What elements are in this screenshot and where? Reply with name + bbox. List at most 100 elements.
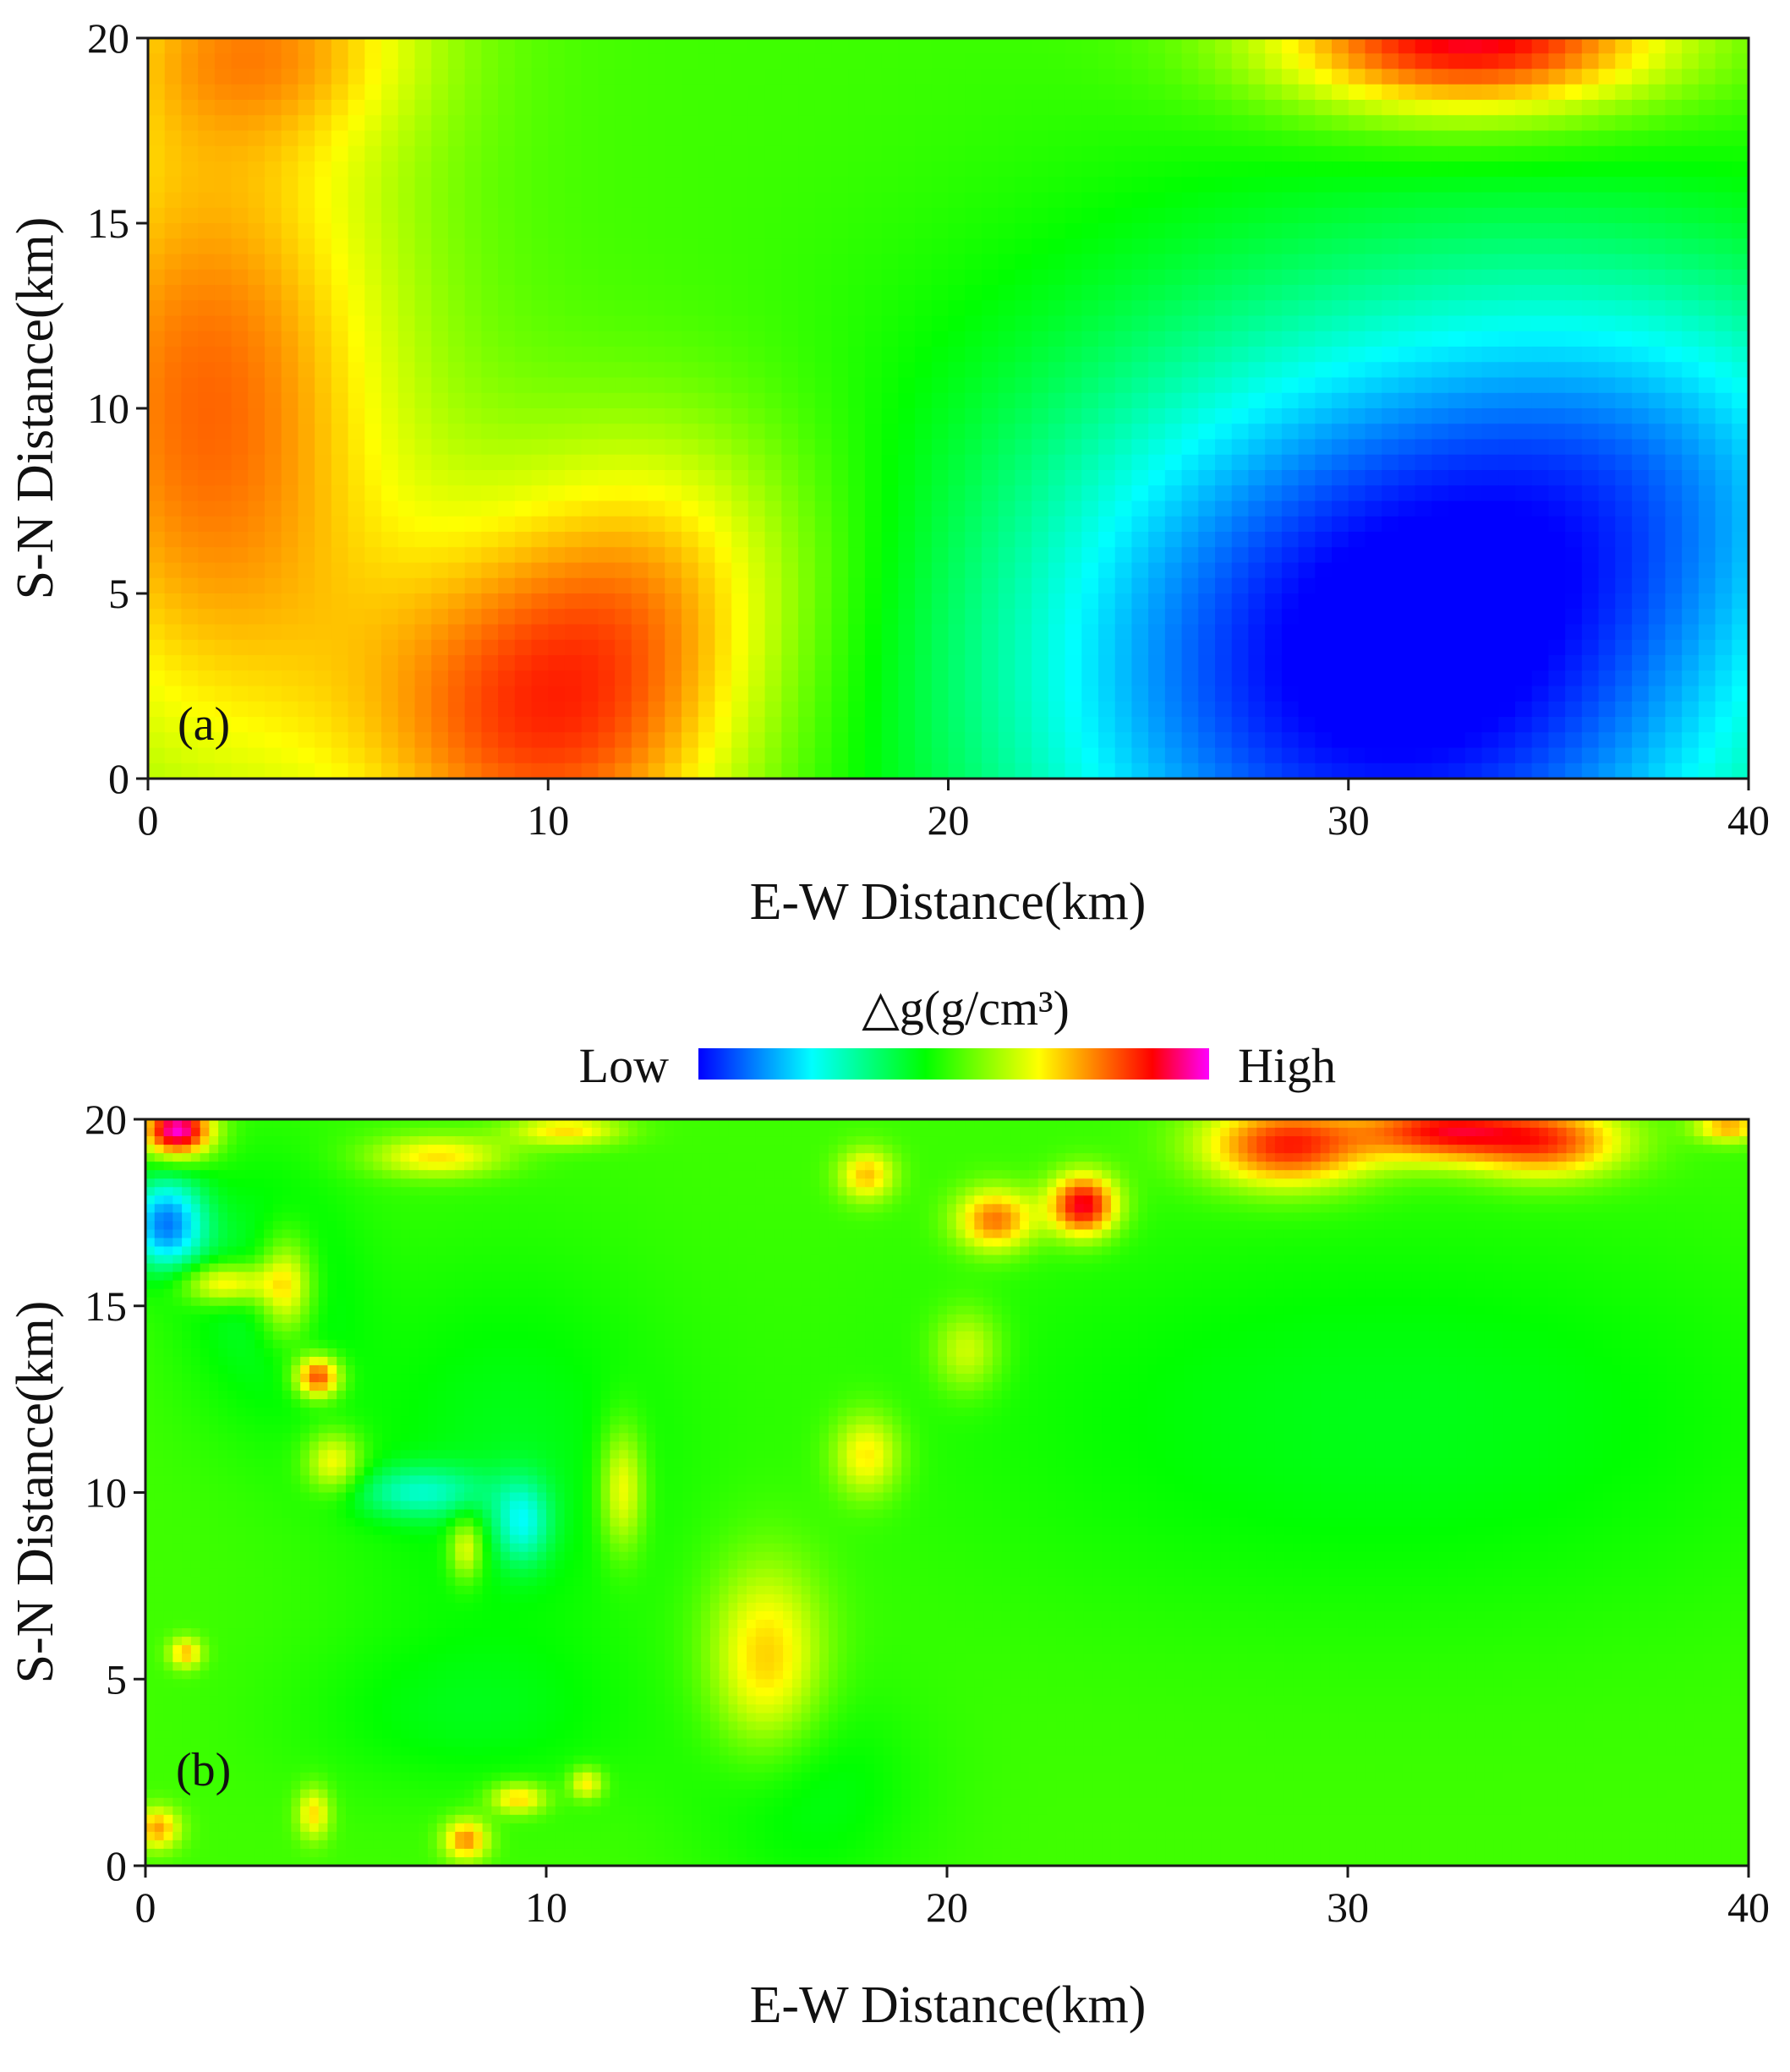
heatmap-cell-a (682, 485, 699, 502)
heatmap-cell-a (1431, 701, 1449, 718)
heatmap-cell-a (1398, 377, 1416, 394)
heatmap-cell-a (1048, 68, 1066, 85)
heatmap-cell-a (1665, 38, 1683, 54)
heatmap-cell-a (714, 269, 732, 286)
heatmap-cell-a (764, 609, 782, 626)
heatmap-cell-a (1148, 285, 1166, 301)
heatmap-cell-a (1148, 331, 1166, 347)
heatmap-cell-a (447, 177, 466, 194)
heatmap-cell-a (1365, 500, 1382, 517)
heatmap-cell-a (965, 670, 983, 687)
heatmap-cell-a (1698, 439, 1716, 456)
heatmap-cell-a (814, 377, 833, 394)
heatmap-cell-a (898, 547, 916, 564)
heatmap-cell-a (915, 424, 933, 440)
heatmap-cell-a (481, 639, 499, 656)
heatmap-cell-a (1431, 177, 1449, 194)
heatmap-cell-a (1098, 624, 1116, 641)
heatmap-cell-a (364, 100, 382, 116)
heatmap-cell-a (447, 424, 466, 440)
heatmap-cell-a (164, 192, 183, 209)
heatmap-cell-b (1147, 1128, 1158, 1137)
heatmap-cell-a (564, 624, 583, 641)
heatmap-cell-a (1215, 593, 1233, 610)
heatmap-cell-a (198, 717, 216, 733)
heatmap-cell-a (781, 100, 799, 116)
heatmap-cell-a (198, 408, 216, 424)
heatmap-cell-a (631, 53, 649, 70)
heatmap-cell-a (498, 686, 516, 703)
heatmap-cell-a (848, 285, 866, 301)
heatmap-cell-a (1315, 670, 1333, 687)
heatmap-cell-a (764, 285, 782, 301)
heatmap-cell-a (965, 747, 983, 764)
heatmap-cell-a (1098, 516, 1116, 533)
heatmap-cell-a (164, 763, 183, 779)
heatmap-cell-a (814, 547, 833, 564)
heatmap-cell-a (898, 285, 916, 301)
heatmap-cell-a (498, 655, 516, 671)
heatmap-cell-a (298, 285, 315, 301)
heatmap-cell-a (1665, 285, 1683, 301)
heatmap-cell-a (781, 115, 799, 132)
heatmap-cell-a (431, 624, 449, 641)
heatmap-cell-a (881, 315, 899, 332)
heatmap-cell-a (1565, 38, 1583, 54)
heatmap-cell-a (214, 717, 233, 733)
heatmap-cell-a (665, 500, 682, 517)
x-tick-label-a: 0 (138, 796, 159, 844)
heatmap-cell-a (1431, 254, 1449, 271)
heatmap-cell-a (864, 763, 883, 779)
heatmap-cell-a (682, 254, 699, 271)
heatmap-cell-a (615, 701, 632, 718)
heatmap-cell-a (931, 362, 950, 379)
heatmap-cell-a (1332, 547, 1349, 564)
heatmap-cell-a (631, 100, 649, 116)
heatmap-cell-b (1585, 1128, 1595, 1137)
heatmap-cell-a (1114, 362, 1133, 379)
heatmap-cell-a (814, 100, 833, 116)
heatmap-cell-a (265, 717, 282, 733)
heatmap-cell-b (791, 1128, 802, 1137)
heatmap-cell-a (931, 38, 950, 54)
heatmap-cell-a (915, 686, 933, 703)
heatmap-cell-a (981, 192, 999, 209)
heatmap-cell-a (265, 68, 282, 85)
heatmap-cell-a (381, 223, 399, 239)
heatmap-cell-b (728, 1128, 738, 1137)
heatmap-cell-a (397, 655, 416, 671)
heatmap-cell-a (414, 347, 432, 363)
heatmap-cell-a (581, 315, 599, 332)
heatmap-cell-a (1665, 686, 1683, 703)
heatmap-cell-a (1065, 362, 1082, 379)
heatmap-cell-a (1565, 454, 1583, 471)
heatmap-cell-a (864, 347, 883, 363)
heatmap-cell-a (397, 454, 416, 471)
heatmap-cell-a (1464, 53, 1483, 70)
heatmap-cell-a (1698, 207, 1716, 224)
heatmap-a (148, 38, 1749, 779)
heatmap-cell-a (998, 223, 1015, 239)
heatmap-cell-a (1498, 701, 1516, 718)
heatmap-cell-a (198, 439, 216, 456)
heatmap-cell-a (1698, 238, 1716, 255)
heatmap-cell-a (231, 408, 249, 424)
heatmap-cell-a (381, 732, 399, 749)
heatmap-cell-a (764, 532, 782, 548)
heatmap-cell-a (1548, 655, 1566, 671)
heatmap-cell-a (948, 562, 966, 579)
heatmap-cell-a (698, 315, 716, 332)
heatmap-cell-a (1682, 655, 1700, 671)
heatmap-cell-a (181, 347, 199, 363)
heatmap-cell-a (1198, 439, 1216, 456)
heatmap-cell-a (181, 763, 199, 779)
heatmap-cell-a (1448, 516, 1466, 533)
heatmap-cell-a (1332, 269, 1349, 286)
heatmap-cell-a (698, 639, 716, 656)
heatmap-cell-a (1581, 254, 1600, 271)
heatmap-cell-a (1265, 500, 1283, 517)
heatmap-cell-a (698, 670, 716, 687)
heatmap-cell-a (181, 161, 199, 178)
heatmap-cell-b (591, 1119, 602, 1129)
heatmap-cell-a (1598, 392, 1616, 409)
